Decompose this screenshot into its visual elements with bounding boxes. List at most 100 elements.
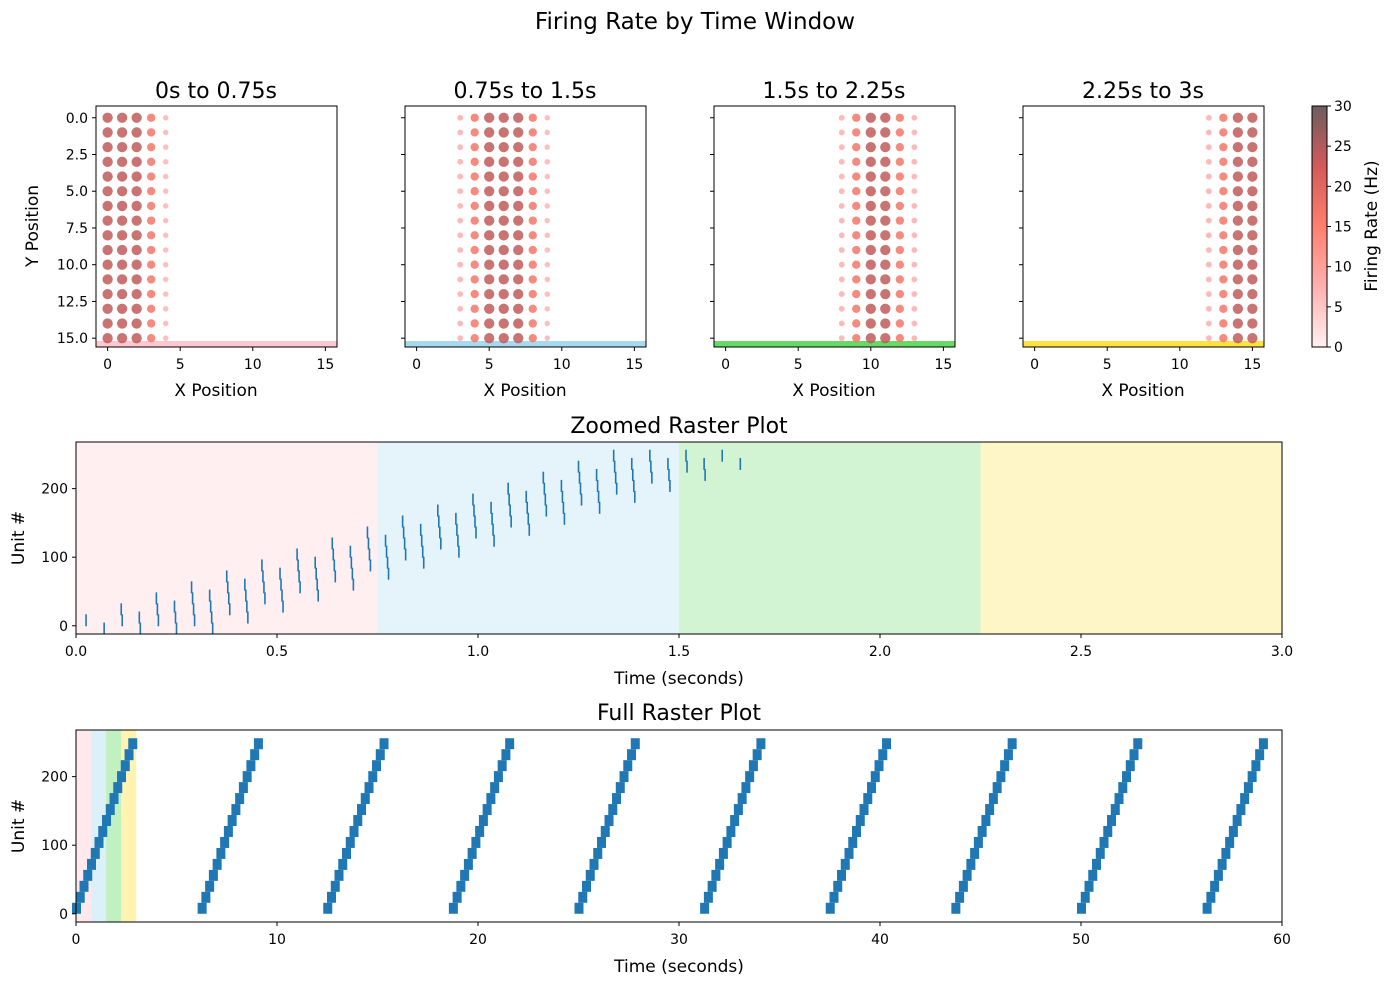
spike-block (1003, 749, 1013, 761)
firing-rate-dot (498, 244, 509, 256)
firing-rate-dot (498, 200, 509, 212)
firing-rate-dot (528, 187, 537, 196)
firing-rate-dot (470, 231, 479, 240)
firing-rate-dot (1247, 141, 1258, 153)
firing-rate-dot (498, 186, 509, 197)
y-tick-label: 7.5 (66, 221, 88, 237)
firing-rate-dot (1232, 200, 1244, 212)
firing-rate-dot (1232, 259, 1244, 270)
spike-block (1000, 760, 1010, 772)
firing-rate-dot (528, 201, 537, 211)
spike-block (102, 815, 112, 826)
spike-block (452, 891, 462, 903)
spike-block (874, 760, 884, 772)
firing-rate-dot (895, 216, 905, 225)
firing-rate-dot (852, 187, 861, 196)
spike-block (715, 858, 725, 870)
spike-block (113, 782, 123, 794)
panel-4-y-ticks (1019, 117, 1023, 339)
spike-block (372, 760, 382, 772)
firing-rate-dot (1247, 230, 1258, 241)
spike-block (612, 793, 622, 805)
x-tick-label: 0.5 (266, 644, 288, 660)
firing-rate-dot (498, 215, 509, 226)
window-color-strip (714, 341, 955, 347)
firing-rate-dot (911, 305, 918, 312)
firing-rate-dot (528, 113, 537, 122)
firing-rate-dot (880, 303, 891, 314)
firing-rate-dot (498, 318, 509, 329)
x-tick-label: 30 (670, 932, 688, 948)
spike-block (223, 826, 233, 837)
firing-rate-dot (911, 276, 918, 283)
firing-rate-dot (1232, 274, 1244, 285)
firing-rate-dot (484, 156, 495, 168)
firing-rate-dot (544, 306, 551, 312)
x-tick-label: 0 (103, 357, 112, 373)
firing-rate-dot (484, 303, 495, 314)
firing-rate-dot (470, 157, 479, 167)
firing-rate-dot (116, 127, 128, 138)
firing-rate-dot (457, 114, 464, 121)
firing-rate-dot (880, 288, 891, 300)
firing-rate-dot (116, 259, 128, 270)
firing-rate-dot (513, 259, 524, 270)
spike-block (368, 771, 378, 783)
firing-rate-dot (162, 129, 169, 136)
x-tick-label: 15 (1243, 357, 1261, 373)
firing-rate-dot (102, 141, 113, 153)
spike-block (1225, 836, 1235, 848)
firing-rate-dot (852, 304, 861, 313)
spike-block (966, 858, 976, 870)
spike-block (231, 804, 241, 816)
firing-rate-dot (838, 129, 845, 136)
spike-block (463, 858, 473, 870)
x-tick-label: 1.5 (668, 644, 690, 660)
firing-rate-dot (852, 172, 861, 181)
firing-rate-dot (528, 128, 537, 137)
spike-block (962, 869, 972, 881)
full-raster-x-ticks: 0 10 20 30 40 50 60 (72, 922, 1291, 948)
spike-block (253, 738, 263, 750)
firing-rate-dot (852, 142, 861, 152)
firing-rate-dot (131, 200, 142, 212)
spike-block (1092, 858, 1102, 870)
firing-rate-dot (102, 244, 113, 256)
firing-rate-dot (838, 217, 845, 224)
firing-rate-dot (457, 320, 464, 327)
spike-block (973, 836, 983, 848)
firing-rate-dot (528, 216, 537, 225)
full-raster-spikes (72, 738, 1268, 914)
firing-rate-dot (1247, 127, 1258, 138)
spike-block (379, 738, 389, 750)
firing-rate-dot (544, 335, 551, 341)
firing-rate-dot (911, 188, 918, 195)
firing-rate-dot (457, 144, 464, 151)
firing-rate-dot (1205, 276, 1212, 283)
panel-1-x-ticks: 0 5 10 15 (103, 347, 334, 373)
firing-rate-dot (895, 245, 905, 255)
firing-rate-dot (852, 157, 861, 167)
spike-block (1122, 771, 1132, 783)
spike-block (246, 760, 256, 772)
zoomed-raster-y-ticks: 0 100 200 (41, 482, 76, 635)
spike-block (475, 826, 485, 837)
firing-rate-dot (484, 127, 495, 138)
spike-block (212, 858, 222, 870)
spike-block (1202, 902, 1212, 914)
spike-block (1232, 815, 1242, 826)
firing-rate-dot (895, 304, 905, 313)
firing-rate-dot (852, 319, 861, 328)
firing-rate-dot (102, 112, 113, 123)
firing-rate-dot (162, 114, 169, 121)
firing-rate-dot (116, 230, 128, 241)
firing-rate-dot (470, 142, 479, 152)
firing-rate-dot (880, 112, 891, 123)
firing-rate-dot (880, 200, 891, 212)
firing-rate-dot (1219, 260, 1228, 269)
firing-rate-dot (1247, 333, 1258, 344)
firing-rate-dot (131, 127, 142, 138)
firing-rate-dot (470, 260, 479, 269)
firing-rate-dot (513, 112, 524, 123)
firing-rate-dot (895, 231, 905, 240)
